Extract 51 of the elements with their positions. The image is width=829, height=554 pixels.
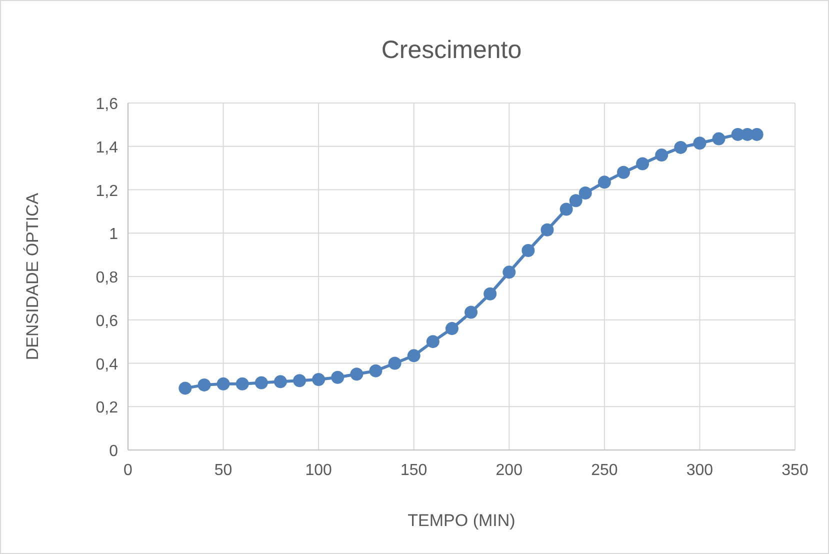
point bbox=[502, 266, 516, 279]
x-tick-label: 350 bbox=[782, 462, 808, 479]
y-tick-label: 0,6 bbox=[96, 312, 118, 330]
point bbox=[350, 368, 364, 381]
x-axis-title: TEMPO (MIN) bbox=[408, 511, 516, 530]
point bbox=[522, 244, 535, 257]
point bbox=[578, 186, 592, 200]
point bbox=[750, 128, 764, 141]
y-tick-label: 0,2 bbox=[96, 400, 118, 417]
point bbox=[445, 322, 458, 336]
point bbox=[484, 287, 497, 300]
point bbox=[369, 364, 382, 378]
point bbox=[693, 136, 706, 150]
y-tick-label: 1,2 bbox=[96, 182, 118, 200]
point bbox=[293, 374, 306, 388]
point bbox=[274, 375, 287, 388]
point bbox=[331, 370, 344, 384]
point bbox=[540, 223, 554, 236]
point bbox=[254, 376, 268, 390]
y-tick-label: 1,4 bbox=[96, 139, 118, 156]
point bbox=[616, 166, 630, 179]
y-tick-label: 0,4 bbox=[96, 356, 118, 374]
point bbox=[178, 382, 192, 395]
point bbox=[712, 132, 726, 146]
x-tick-label: 100 bbox=[305, 462, 332, 479]
point bbox=[636, 157, 650, 170]
point bbox=[216, 377, 230, 390]
y-tick-label: 1 bbox=[109, 226, 118, 244]
x-tick-label: 50 bbox=[214, 462, 232, 479]
point bbox=[674, 140, 688, 154]
point bbox=[388, 356, 402, 370]
x-tick-label: 0 bbox=[124, 462, 133, 479]
point bbox=[407, 349, 420, 362]
y-axis-title: DENSIDADE ÓPTICA bbox=[23, 192, 42, 360]
y-tick-label: 1,6 bbox=[96, 96, 118, 113]
point bbox=[569, 194, 582, 208]
x-tick-label: 300 bbox=[686, 462, 714, 479]
y-tick-label: 0 bbox=[109, 443, 118, 460]
point bbox=[464, 306, 478, 319]
x-tick-label: 150 bbox=[400, 462, 428, 479]
point bbox=[426, 335, 440, 348]
x-tick-label: 250 bbox=[591, 462, 618, 479]
y-tick-label: 0,8 bbox=[96, 270, 118, 286]
point bbox=[560, 202, 573, 216]
point bbox=[312, 373, 326, 386]
point bbox=[655, 148, 668, 162]
point bbox=[236, 377, 249, 390]
point bbox=[198, 378, 211, 392]
chart-title: Crescimento bbox=[381, 36, 522, 64]
point bbox=[598, 176, 611, 189]
x-tick-label: 200 bbox=[496, 462, 523, 479]
